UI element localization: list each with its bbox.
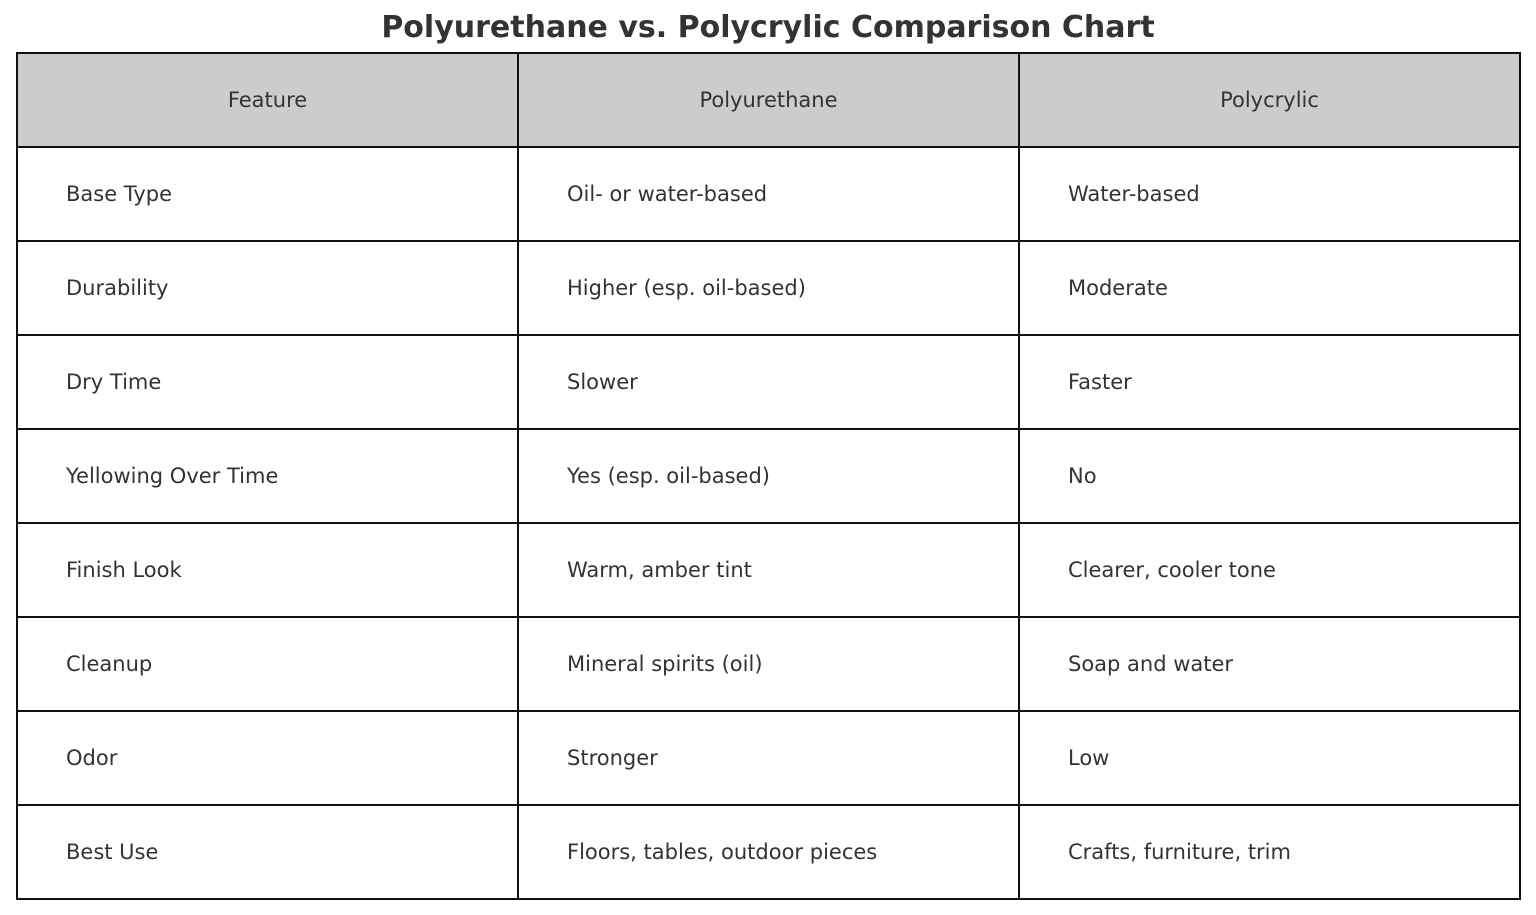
polyurethane-cell: Mineral spirits (oil) bbox=[517, 616, 1020, 712]
polycrylic-cell: Crafts, furniture, trim bbox=[1018, 804, 1521, 900]
polyurethane-cell: Oil- or water-based bbox=[517, 146, 1020, 242]
table-row: Durability Higher (esp. oil-based) Moder… bbox=[16, 240, 1521, 336]
feature-cell: Dry Time bbox=[16, 334, 519, 430]
polyurethane-cell: Slower bbox=[517, 334, 1020, 430]
table-row: Odor Stronger Low bbox=[16, 710, 1521, 806]
column-header-polycrylic: Polycrylic bbox=[1018, 52, 1521, 148]
feature-cell: Best Use bbox=[16, 804, 519, 900]
polycrylic-cell: Faster bbox=[1018, 334, 1521, 430]
table-row: Dry Time Slower Faster bbox=[16, 334, 1521, 430]
polyurethane-cell: Floors, tables, outdoor pieces bbox=[517, 804, 1020, 900]
table-row: Base Type Oil- or water-based Water-base… bbox=[16, 146, 1521, 242]
feature-cell: Odor bbox=[16, 710, 519, 806]
polycrylic-cell: No bbox=[1018, 428, 1521, 524]
polycrylic-cell: Water-based bbox=[1018, 146, 1521, 242]
table-row: Cleanup Mineral spirits (oil) Soap and w… bbox=[16, 616, 1521, 712]
comparison-table: Feature Polyurethane Polycrylic Base Typ… bbox=[16, 52, 1521, 900]
polycrylic-cell: Moderate bbox=[1018, 240, 1521, 336]
feature-cell: Finish Look bbox=[16, 522, 519, 618]
table-row: Yellowing Over Time Yes (esp. oil-based)… bbox=[16, 428, 1521, 524]
polyurethane-cell: Warm, amber tint bbox=[517, 522, 1020, 618]
feature-cell: Cleanup bbox=[16, 616, 519, 712]
chart-title: Polyurethane vs. Polycrylic Comparison C… bbox=[381, 10, 1155, 45]
polyurethane-cell: Stronger bbox=[517, 710, 1020, 806]
column-header-feature: Feature bbox=[16, 52, 519, 148]
header-row: Feature Polyurethane Polycrylic bbox=[16, 52, 1521, 148]
polycrylic-cell: Soap and water bbox=[1018, 616, 1521, 712]
feature-cell: Durability bbox=[16, 240, 519, 336]
polyurethane-cell: Higher (esp. oil-based) bbox=[517, 240, 1020, 336]
table-row: Finish Look Warm, amber tint Clearer, co… bbox=[16, 522, 1521, 618]
feature-cell: Base Type bbox=[16, 146, 519, 242]
feature-cell: Yellowing Over Time bbox=[16, 428, 519, 524]
column-header-polyurethane: Polyurethane bbox=[517, 52, 1020, 148]
polyurethane-cell: Yes (esp. oil-based) bbox=[517, 428, 1020, 524]
polycrylic-cell: Low bbox=[1018, 710, 1521, 806]
table-row: Best Use Floors, tables, outdoor pieces … bbox=[16, 804, 1521, 900]
polycrylic-cell: Clearer, cooler tone bbox=[1018, 522, 1521, 618]
